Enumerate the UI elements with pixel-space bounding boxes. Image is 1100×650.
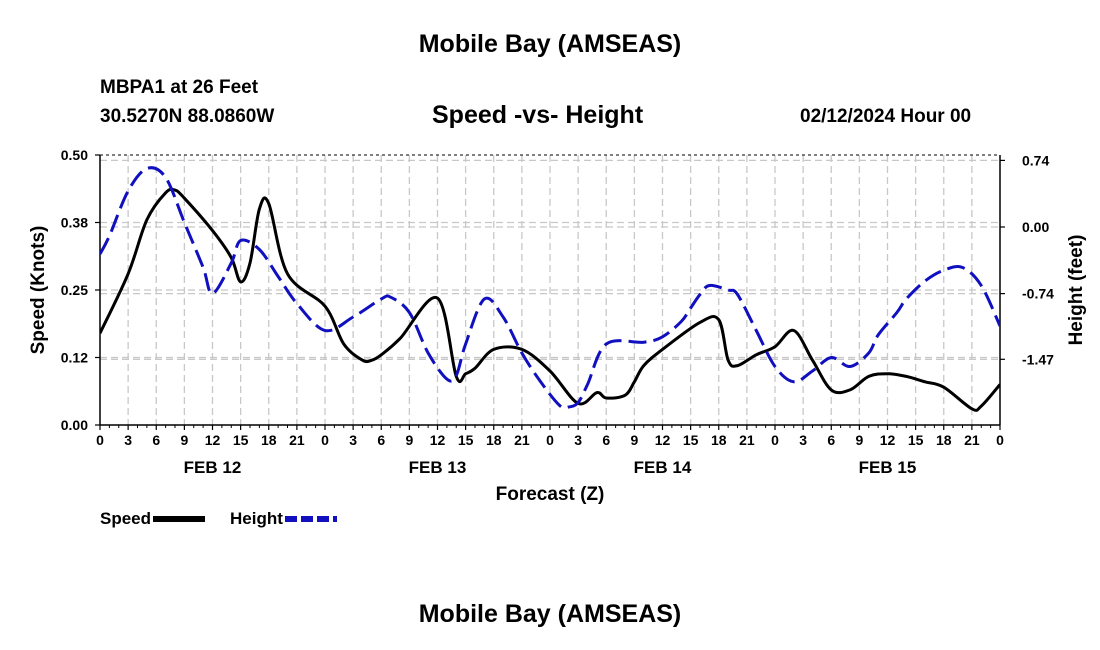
x-tick-label: 15 — [908, 432, 924, 448]
y2-tick-label: -1.47 — [1022, 351, 1054, 367]
date-label: FEB 13 — [409, 458, 467, 477]
speed-series-line — [100, 187, 1000, 412]
date-label: FEB 14 — [634, 458, 692, 477]
x-tick-label: 21 — [514, 432, 530, 448]
date-label: FEB 12 — [184, 458, 242, 477]
station-label: MBPA1 at 26 Feet — [100, 77, 259, 98]
x-tick-label: 21 — [964, 432, 980, 448]
x-tick-label: 12 — [205, 432, 221, 448]
legend-speed: Speed — [100, 509, 206, 529]
legend-speed-swatch — [153, 516, 206, 522]
y2-axis-label: Height (feet) — [1066, 235, 1087, 346]
x-tick-label: 18 — [261, 432, 277, 448]
x-tick-label: 6 — [602, 432, 610, 448]
x-tick-label: 15 — [458, 432, 474, 448]
x-tick-label: 0 — [771, 432, 779, 448]
x-tick-label: 3 — [124, 432, 132, 448]
x-tick-label: 12 — [655, 432, 671, 448]
footer-title: Mobile Bay (AMSEAS) — [418, 600, 682, 628]
height-series-line — [100, 166, 1000, 410]
y-tick-label: 0.25 — [61, 282, 88, 298]
coordinates-label: 30.5270N 88.0860W — [100, 106, 275, 127]
x-tick-label: 9 — [405, 432, 413, 448]
chart-subtitle: Speed -vs- Height — [432, 101, 644, 129]
legend-height-label: Height — [230, 509, 283, 528]
x-tick-label: 6 — [152, 432, 160, 448]
x-tick-label: 6 — [827, 432, 835, 448]
x-tick-label: 3 — [574, 432, 582, 448]
legend-height-swatch — [284, 516, 337, 522]
x-tick-label: 12 — [430, 432, 446, 448]
y-tick-label: 0.00 — [61, 417, 88, 433]
x-tick-label: 0 — [96, 432, 104, 448]
x-tick-label: 21 — [739, 432, 755, 448]
x-tick-label: 0 — [321, 432, 329, 448]
x-tick-label: 21 — [289, 432, 305, 448]
x-tick-label: 18 — [711, 432, 727, 448]
legend-speed-label: Speed — [100, 509, 152, 528]
x-axis-label: Forecast (Z) — [496, 484, 605, 505]
x-tick-label: 6 — [377, 432, 385, 448]
x-tick-label: 9 — [180, 432, 188, 448]
x-tick-label: 9 — [630, 432, 638, 448]
x-tick-label: 3 — [799, 432, 807, 448]
x-tick-label: 12 — [880, 432, 896, 448]
y2-tick-label: -0.74 — [1022, 286, 1054, 302]
x-tick-label: 3 — [349, 432, 357, 448]
x-tick-label: 9 — [855, 432, 863, 448]
x-tick-label: 15 — [233, 432, 249, 448]
legend-height: Height — [230, 509, 337, 529]
date-label: FEB 15 — [859, 458, 917, 477]
y2-tick-label: 0.00 — [1022, 219, 1049, 235]
y-axis-label: Speed (Knots) — [28, 226, 49, 355]
x-tick-label: 0 — [546, 432, 554, 448]
forecast-datetime: 02/12/2024 Hour 00 — [800, 106, 972, 127]
y-tick-label: 0.38 — [61, 215, 88, 231]
x-tick-label: 0 — [996, 432, 1004, 448]
x-tick-label: 18 — [936, 432, 952, 448]
main-title: Mobile Bay (AMSEAS) — [418, 30, 682, 58]
y-tick-label: 0.50 — [61, 147, 88, 163]
y2-tick-label: 0.74 — [1022, 152, 1049, 168]
x-tick-label: 15 — [683, 432, 699, 448]
y-tick-label: 0.12 — [61, 350, 88, 366]
x-tick-label: 18 — [486, 432, 502, 448]
